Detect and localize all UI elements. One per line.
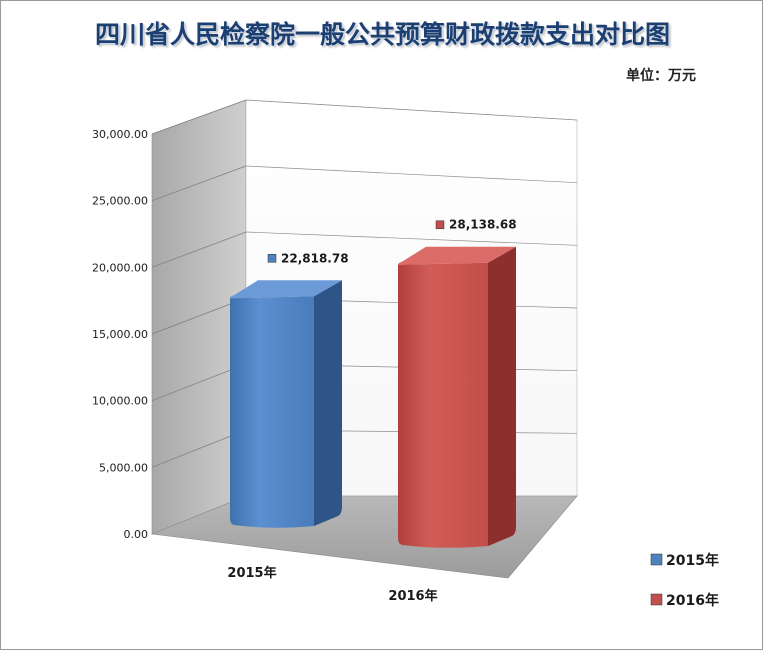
bar-side-0	[314, 280, 342, 526]
gridline-side	[151, 99, 247, 135]
bar-top-0	[230, 280, 342, 299]
x-tick-label: 2016年	[388, 588, 437, 604]
legend-swatch	[650, 593, 663, 606]
gridline	[245, 165, 578, 184]
y-tick-label: 10,000.00	[92, 395, 148, 408]
gridline	[245, 99, 578, 121]
gridline	[245, 231, 578, 246]
data-label: 22,818.78	[281, 251, 349, 265]
legend-swatch	[650, 553, 663, 566]
bar-0	[230, 296, 314, 528]
gridline-side	[151, 165, 247, 201]
bar-1	[398, 262, 488, 548]
data-label: 28,138.68	[449, 218, 517, 232]
data-label-marker	[435, 220, 445, 229]
y-tick-label: 15,000.00	[92, 328, 148, 341]
y-axis-ticks: 0.00 5,000.00 10,000.00 15,000.00 20,000.00 2…	[92, 128, 148, 541]
bar-side-1	[488, 246, 516, 546]
legend-label: 2015年	[666, 552, 719, 569]
data-label-marker	[267, 254, 277, 263]
legend-label: 2016年	[666, 592, 719, 609]
chart-title: 四川省人民检察院一般公共预算财政拨款支出对比图	[94, 20, 670, 49]
x-axis-ticks: 2015年 2016年	[227, 565, 437, 604]
gridline-side	[151, 231, 247, 268]
x-tick-label: 2015年	[227, 565, 276, 581]
y-tick-label: 20,000.00	[92, 261, 148, 274]
bars	[230, 246, 516, 548]
legend: 2015年 2016年	[650, 552, 719, 609]
bar-top-1	[398, 246, 516, 265]
y-tick-label: 25,000.00	[92, 195, 148, 208]
y-tick-label: 30,000.00	[92, 128, 148, 141]
y-tick-label: 5,000.00	[99, 461, 148, 474]
unit-label: 单位：万元	[626, 68, 696, 84]
y-tick-label: 0.00	[124, 528, 149, 541]
data-labels: 22,818.78 28,138.68	[267, 218, 517, 265]
